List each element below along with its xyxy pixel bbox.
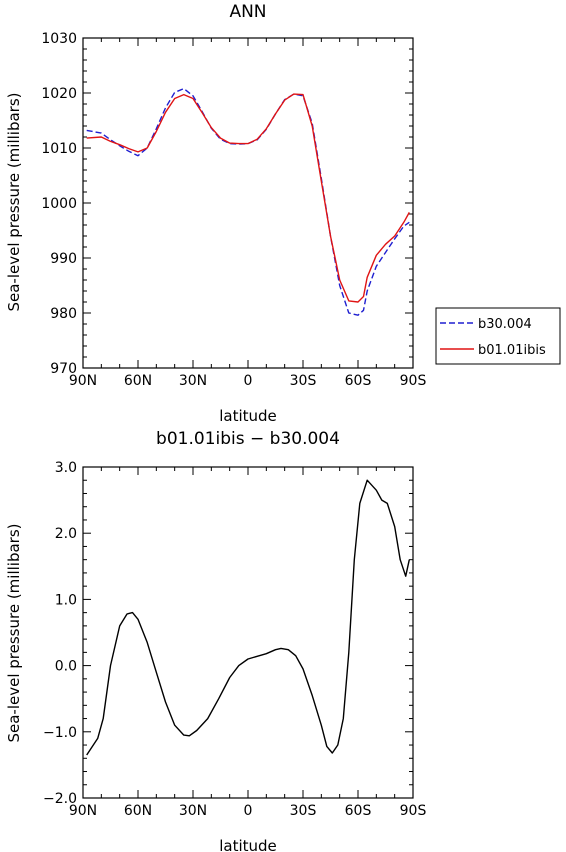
y-tick-label-top: 980 xyxy=(50,306,77,322)
chart-panel-top: ANN latitude Sea-level pressure (milliba… xyxy=(5,2,561,425)
y-tick-label-top: 1030 xyxy=(41,31,77,47)
y-tick-label-bottom: 1.0 xyxy=(55,592,77,608)
plot-frame-bottom xyxy=(82,466,414,799)
y-tick-label-bottom: −1.0 xyxy=(43,725,77,741)
y-axis-title-bottom: Sea-level pressure (millibars) xyxy=(5,523,23,742)
chart-panel-bottom: b01.01ibis − b30.004 latitude Sea-level … xyxy=(5,429,426,852)
x-tick-label-top: 30S xyxy=(290,373,317,389)
legend-label-b30-004: b30.004 xyxy=(478,317,532,332)
legend-box xyxy=(435,307,561,365)
y-tick-label-top: 970 xyxy=(50,361,77,377)
x-tick-label-bottom: 30N xyxy=(179,803,207,819)
x-axis-title-top: latitude xyxy=(219,407,277,425)
series-line-top-0 xyxy=(86,87,410,316)
y-tick-label-bottom: 3.0 xyxy=(55,460,77,476)
x-axis-title-bottom: latitude xyxy=(219,837,277,852)
legend: b30.004 b01.01ibis xyxy=(435,307,561,365)
plot-frame-top xyxy=(82,37,414,369)
series-line-top-1 xyxy=(86,93,410,303)
chart-title-bottom: b01.01ibis − b30.004 xyxy=(156,429,340,449)
y-axis-title-top: Sea-level pressure (millibars) xyxy=(5,92,23,311)
x-tick-label-bottom: 90N xyxy=(69,803,97,819)
x-tick-label-top: 60S xyxy=(345,373,372,389)
y-tick-label-top: 1000 xyxy=(41,196,77,212)
legend-label-b01-01ibis: b01.01ibis xyxy=(478,343,546,358)
y-tick-label-top: 1010 xyxy=(41,141,77,157)
y-tick-label-bottom: 2.0 xyxy=(55,526,77,542)
x-tick-label-top: 30N xyxy=(179,373,207,389)
series-line-bottom-0 xyxy=(86,479,410,756)
x-tick-label-bottom: 90S xyxy=(400,803,427,819)
x-tick-label-top: 0 xyxy=(244,373,253,389)
x-tick-label-bottom: 60N xyxy=(124,803,152,819)
x-tick-label-top: 90N xyxy=(69,373,97,389)
y-tick-label-top: 990 xyxy=(50,251,77,267)
y-tick-label-bottom: −2.0 xyxy=(43,791,77,807)
y-tick-label-top: 1020 xyxy=(41,86,77,102)
x-tick-label-top: 60N xyxy=(124,373,152,389)
x-tick-label-top: 90S xyxy=(400,373,427,389)
chart-title-top: ANN xyxy=(229,2,266,22)
x-tick-label-bottom: 0 xyxy=(244,803,253,819)
x-tick-label-bottom: 30S xyxy=(290,803,317,819)
y-tick-label-bottom: 0.0 xyxy=(55,659,77,675)
x-tick-label-bottom: 60S xyxy=(345,803,372,819)
